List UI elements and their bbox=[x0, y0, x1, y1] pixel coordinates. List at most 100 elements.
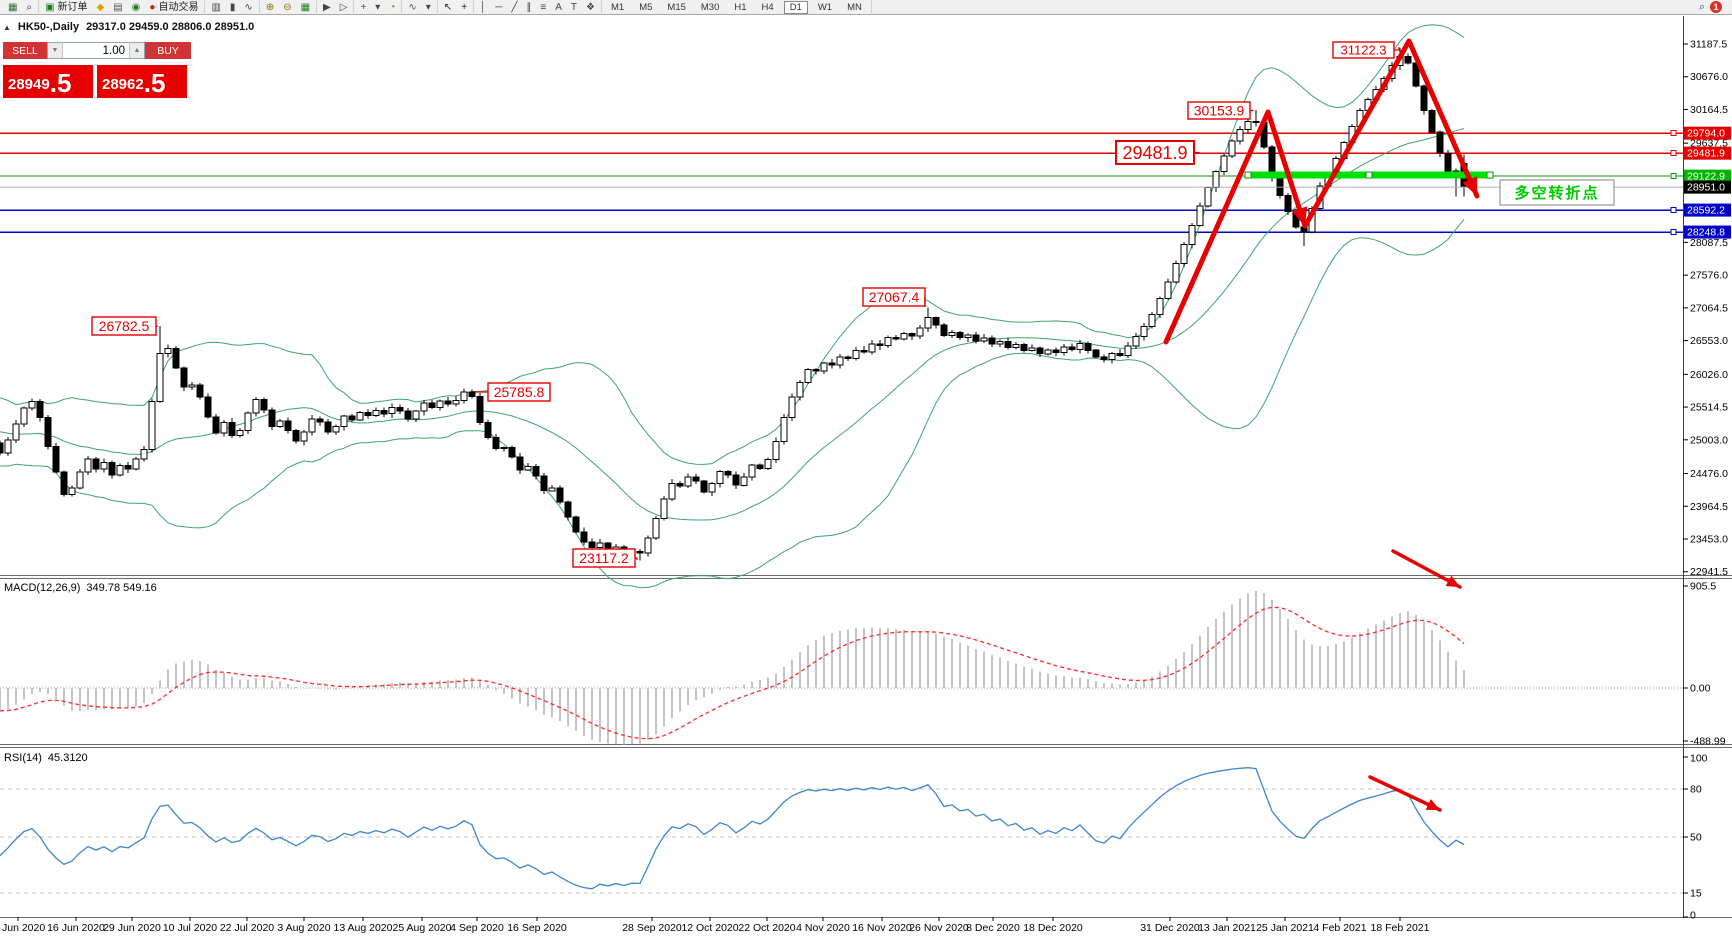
zoom-in-button[interactable]: ⊕ bbox=[264, 1, 276, 14]
svg-text:18 Feb 2021: 18 Feb 2021 bbox=[1371, 922, 1430, 934]
svg-text:30164.5: 30164.5 bbox=[1690, 104, 1728, 116]
channel-icon: ∥ bbox=[526, 1, 532, 13]
timeframe-h1[interactable]: H1 bbox=[734, 1, 747, 13]
svg-text:4 Nov 2020: 4 Nov 2020 bbox=[796, 922, 850, 934]
shapes-button[interactable]: ❖ bbox=[584, 1, 597, 14]
profiles-button[interactable]: ⌕ bbox=[24, 1, 34, 14]
data-window-button[interactable]: ◉ bbox=[130, 1, 143, 14]
candlestick-chart-button[interactable]: ▮ bbox=[228, 1, 238, 14]
vertical-line-button[interactable]: │ bbox=[478, 1, 488, 14]
chart-shift-button[interactable]: ▷ bbox=[338, 1, 350, 14]
rsi-trend-arrow[interactable] bbox=[1368, 775, 1442, 812]
new-order-button-label: 新订单 bbox=[57, 1, 88, 13]
svg-text:80: 80 bbox=[1690, 784, 1702, 796]
buy-button[interactable]: BUY bbox=[145, 42, 191, 59]
svg-text:28951.0: 28951.0 bbox=[1687, 182, 1725, 194]
bar-chart-button[interactable]: ▥ bbox=[209, 1, 222, 14]
timeframe-m1[interactable]: M1 bbox=[611, 1, 625, 13]
svg-text:25003.0: 25003.0 bbox=[1690, 434, 1728, 446]
add-indicator-button[interactable]: + bbox=[358, 1, 368, 14]
indicator-dropdown-arrow-icon: ▾ bbox=[375, 1, 381, 13]
timeframe-w1[interactable]: W1 bbox=[817, 1, 833, 13]
horizontal-line-button[interactable]: ─ bbox=[493, 1, 504, 14]
indicators-list-arrow-icon: ▾ bbox=[425, 1, 431, 13]
svg-text:905.5: 905.5 bbox=[1690, 581, 1716, 593]
label-icon: T bbox=[570, 1, 578, 13]
timeframe-m15[interactable]: M15 bbox=[667, 1, 686, 13]
depth-of-market-button[interactable]: ◆ bbox=[95, 1, 107, 14]
volume-value[interactable]: 1.00 bbox=[102, 44, 125, 57]
volume-decrease-icon[interactable]: ▼ bbox=[48, 43, 63, 58]
search-icon[interactable]: ⌕ bbox=[1698, 0, 1705, 13]
svg-text:22 Jul 2020: 22 Jul 2020 bbox=[220, 922, 274, 934]
volume-stepper[interactable]: ▼ 1.00 ▲ bbox=[47, 42, 145, 59]
svg-text:Jun 2020: Jun 2020 bbox=[2, 922, 45, 934]
timeframe-m30[interactable]: M30 bbox=[700, 1, 720, 13]
rsi-value: 45.3120 bbox=[47, 752, 88, 764]
tile-windows-button[interactable]: ▦ bbox=[299, 1, 312, 14]
cursor-button[interactable]: ↖ bbox=[442, 1, 454, 14]
indicator-dropdown-arrow[interactable]: ▾ bbox=[373, 1, 382, 14]
timeframe-h4[interactable]: H4 bbox=[761, 1, 774, 13]
horizontal-line-objects[interactable] bbox=[0, 130, 1683, 236]
new-order-button[interactable]: ▣ 新订单 bbox=[43, 1, 89, 14]
toolbar-group: ↖ + bbox=[438, 0, 475, 15]
svg-text:16 Sep 2020: 16 Sep 2020 bbox=[507, 922, 567, 934]
trendline-button[interactable]: ╱ bbox=[509, 1, 519, 14]
macd-trend-arrow[interactable] bbox=[1391, 549, 1462, 589]
svg-text:25 Jan 2021: 25 Jan 2021 bbox=[1256, 922, 1314, 934]
support-trendline-object[interactable] bbox=[1244, 171, 1494, 179]
price-axis: 31187.530676.030164.529637.528087.527576… bbox=[1683, 39, 1728, 578]
macd-values: 349.78 549.16 bbox=[86, 582, 157, 594]
svg-text:28087.5: 28087.5 bbox=[1690, 237, 1728, 249]
volume-increase-icon[interactable]: ▲ bbox=[129, 43, 144, 58]
toolbar-group: ▥ ▮ ∿ bbox=[205, 0, 260, 15]
svg-text:8 Dec 2020: 8 Dec 2020 bbox=[966, 922, 1020, 934]
candlestick-series bbox=[0, 48, 1468, 561]
svg-text:27576.0: 27576.0 bbox=[1690, 270, 1728, 282]
price-annotations[interactable]: 26782.5 25785.8 23117.2 27067.4 30153.9 29481… bbox=[91, 41, 1400, 568]
cursor-icon: ↖ bbox=[443, 1, 453, 13]
indicators-list-button[interactable]: ∿ bbox=[406, 1, 418, 14]
svg-text:13 Aug 2020: 13 Aug 2020 bbox=[334, 922, 393, 934]
svg-text:0: 0 bbox=[1690, 910, 1696, 922]
crosshair-button[interactable]: + bbox=[459, 1, 469, 14]
zoom-out-button[interactable]: ⊖ bbox=[281, 1, 293, 14]
sell-button[interactable]: SELL bbox=[3, 42, 47, 59]
chart-title: ▲ HK50-,Daily 29317.0 29459.0 28806.0 28… bbox=[3, 21, 254, 33]
line-chart-button[interactable]: ∿ bbox=[242, 1, 254, 14]
candlestick-chart-icon: ▮ bbox=[229, 1, 236, 13]
macd-histogram bbox=[0, 590, 1466, 745]
svg-text:多空转折点: 多空转折点 bbox=[1514, 184, 1599, 202]
timeframe-d1[interactable]: D1 bbox=[783, 0, 808, 14]
fibonacci-button[interactable]: ≡ bbox=[538, 1, 548, 14]
text-button[interactable]: A bbox=[553, 1, 564, 14]
sell-price-box[interactable]: 28949 .5 bbox=[3, 65, 93, 98]
period-icon: ◔ bbox=[389, 1, 396, 13]
buy-price-box[interactable]: 28962 .5 bbox=[97, 65, 187, 98]
auto-scroll-button[interactable]: ▶ bbox=[321, 1, 333, 14]
channel-button[interactable]: ∥ bbox=[524, 1, 533, 14]
svg-text:4 Feb 2021: 4 Feb 2021 bbox=[1313, 922, 1366, 934]
svg-text:16 Nov 2020: 16 Nov 2020 bbox=[852, 922, 912, 934]
new-chart-button[interactable]: ▦ bbox=[6, 1, 19, 14]
note-text-object[interactable]: 多空转折点 bbox=[1499, 179, 1615, 206]
autotrading-button[interactable]: ● 自动交易 bbox=[147, 1, 200, 14]
notification-badge[interactable]: 1 bbox=[1710, 1, 1722, 13]
timeframe-m5[interactable]: M5 bbox=[639, 1, 653, 13]
svg-text:-488.99: -488.99 bbox=[1690, 736, 1726, 748]
timeframe-mn[interactable]: MN bbox=[847, 1, 862, 13]
svg-text:26553.0: 26553.0 bbox=[1690, 335, 1728, 347]
svg-text:26026.0: 26026.0 bbox=[1690, 369, 1728, 381]
label-button[interactable]: T bbox=[569, 1, 579, 14]
svg-text:100: 100 bbox=[1690, 753, 1708, 765]
svg-text:23453.0: 23453.0 bbox=[1690, 534, 1728, 546]
sell-price-frac: .5 bbox=[49, 68, 72, 98]
indicators-list-arrow[interactable]: ▾ bbox=[424, 1, 433, 14]
trend-arrow-object[interactable] bbox=[1163, 38, 1480, 345]
market-watch-button[interactable]: ▤ bbox=[111, 1, 124, 14]
period-button[interactable]: ◔ bbox=[387, 1, 397, 14]
svg-text:10 Jul 2020: 10 Jul 2020 bbox=[163, 922, 217, 934]
